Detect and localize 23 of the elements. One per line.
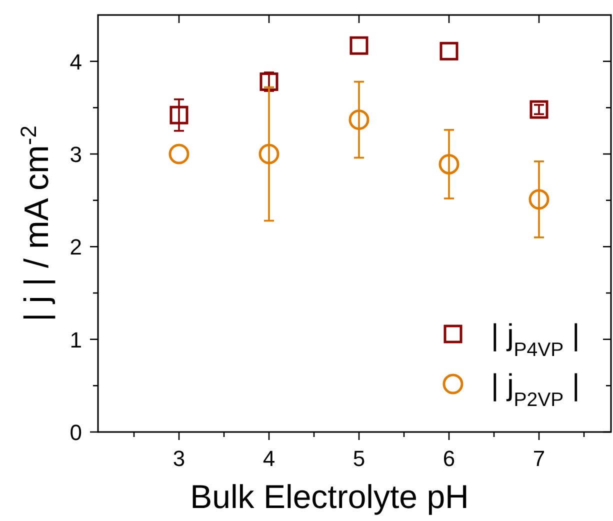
legend-label: | j$_{P4VP}$ |	[491, 319, 580, 361]
x-tick-label: 3	[172, 446, 186, 471]
y-tick-label: 1	[70, 327, 82, 352]
x-axis-title: Bulk Electrolyte pH	[190, 478, 469, 515]
point	[530, 100, 548, 119]
y-tick-label: 2	[70, 234, 82, 260]
point	[258, 144, 280, 164]
y-tick-label: 0	[70, 420, 82, 445]
point	[528, 189, 550, 210]
legend-label: | j$_{P2VP}$ |	[491, 369, 580, 411]
point	[170, 106, 188, 124]
x-tick-label: 6	[442, 446, 456, 471]
y-tick-label: 3	[70, 142, 82, 167]
point	[440, 42, 458, 60]
x-tick-label: 5	[352, 446, 366, 471]
x-tick-label: 4	[262, 446, 276, 471]
point	[348, 109, 370, 130]
point	[350, 36, 368, 55]
point	[438, 154, 460, 174]
point	[260, 72, 278, 91]
x-tick-label: 7	[532, 446, 546, 471]
y-tick-label: 4	[70, 49, 82, 74]
point	[168, 144, 190, 164]
